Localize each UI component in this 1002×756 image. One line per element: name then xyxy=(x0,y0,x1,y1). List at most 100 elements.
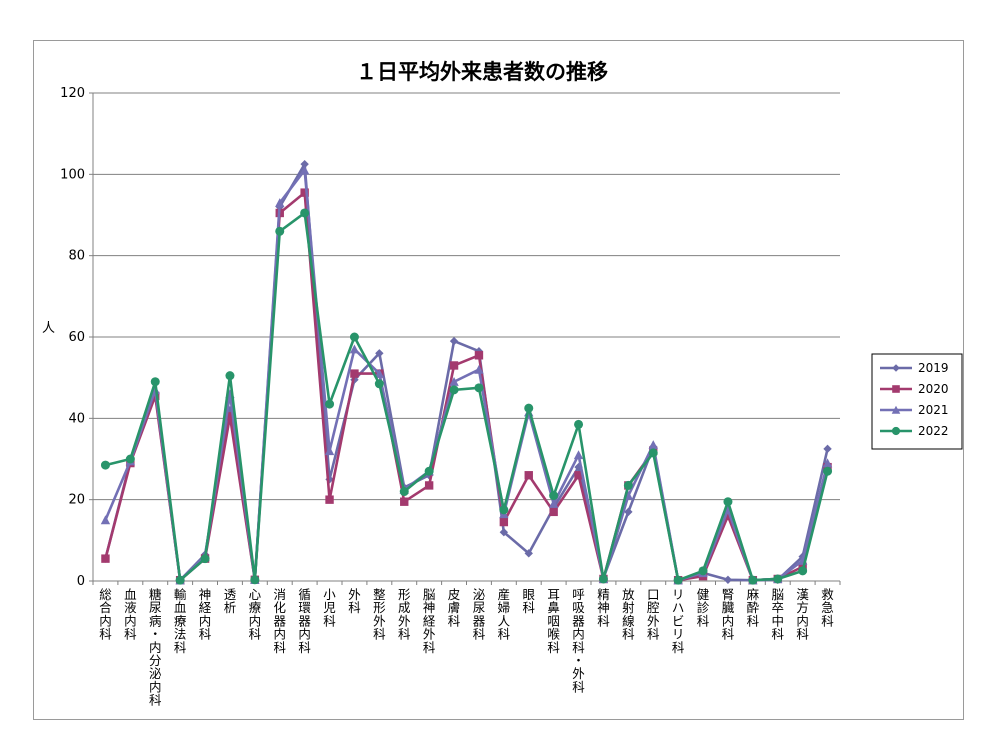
category-label: 心療内科 xyxy=(249,587,262,642)
category-label: 形成外科 xyxy=(398,587,411,642)
chart-frame: １日平均外来患者数の推移 人 0 20 40 60 80 100 120 総合内科 血液内科糖… xyxy=(33,40,964,720)
data-point xyxy=(823,466,833,476)
y-tick-label: 100 xyxy=(60,167,85,182)
category-label: 輸血療法科 xyxy=(174,587,187,655)
data-point xyxy=(449,336,459,346)
category-label: 眼科 xyxy=(522,587,535,615)
data-point xyxy=(424,481,434,490)
category-label: 産婦人科 xyxy=(498,587,511,642)
category-label: 糖尿病・内分泌内科 xyxy=(149,587,162,708)
data-point xyxy=(524,403,534,413)
data-point xyxy=(892,364,900,372)
data-point xyxy=(150,377,160,387)
data-point xyxy=(300,159,309,169)
category-label: 整形外科 xyxy=(373,587,386,642)
legend-box xyxy=(871,353,963,450)
category-label: 漢方内科 xyxy=(796,587,809,642)
category-label: 救急科 xyxy=(821,587,834,628)
data-point xyxy=(598,574,608,584)
data-point xyxy=(175,575,185,585)
category-label: 健診科 xyxy=(697,587,710,628)
data-point xyxy=(100,515,111,525)
data-point xyxy=(822,458,833,468)
data-point xyxy=(723,511,733,521)
series-line xyxy=(104,168,829,582)
data-point xyxy=(723,497,733,507)
category-label: 脳神経外科 xyxy=(423,587,436,655)
axes xyxy=(89,92,841,585)
data-point xyxy=(698,566,708,576)
data-point xyxy=(823,444,832,454)
category-label: 麻酔科 xyxy=(747,587,760,628)
data-point xyxy=(574,462,583,472)
legend-label: 2021 xyxy=(918,403,949,417)
data-point xyxy=(424,466,434,476)
data-point xyxy=(300,208,310,218)
data-point xyxy=(101,554,110,563)
data-point xyxy=(225,371,235,381)
data-point xyxy=(374,368,385,378)
data-point xyxy=(723,575,733,584)
data-point xyxy=(299,165,310,175)
y-tick-label: 0 xyxy=(77,574,85,589)
data-point xyxy=(375,349,384,358)
category-label: 耳鼻咽喉科 xyxy=(547,587,560,655)
data-point xyxy=(623,480,633,490)
data-point xyxy=(524,549,533,558)
category-label: 腎臓内科 xyxy=(722,587,735,642)
data-point xyxy=(573,450,584,460)
data-point xyxy=(773,574,783,584)
data-point xyxy=(100,460,110,470)
data-point xyxy=(748,575,758,585)
data-point xyxy=(374,379,384,389)
category-label: 精神科 xyxy=(597,587,610,628)
data-point xyxy=(349,344,360,354)
legend-label: 2022 xyxy=(918,424,949,438)
y-tick-labels: 0 20 40 60 80 100 120 xyxy=(60,86,85,589)
data-point xyxy=(200,554,210,564)
series-line xyxy=(104,162,829,582)
data-point xyxy=(400,497,409,506)
category-label: 消化器内科 xyxy=(273,587,286,655)
category-label: 皮膚科 xyxy=(448,587,461,628)
data-point xyxy=(673,575,683,585)
legend-label: 2019 xyxy=(918,361,949,375)
series-lines xyxy=(100,159,833,585)
data-point xyxy=(399,487,409,497)
category-label: 口腔外科 xyxy=(647,587,660,642)
series-line xyxy=(104,191,829,582)
data-point xyxy=(474,383,484,393)
legend-item: 2022 xyxy=(880,424,949,438)
data-point xyxy=(449,377,459,386)
data-point xyxy=(449,385,459,395)
y-tick-label: 60 xyxy=(68,330,85,345)
data-point xyxy=(524,471,533,480)
data-point xyxy=(449,361,459,370)
data-point xyxy=(891,405,901,414)
data-point xyxy=(349,332,359,342)
category-label: 呼吸器内科・外科 xyxy=(572,587,585,694)
y-tick-label: 80 xyxy=(68,249,85,264)
legend-label: 2020 xyxy=(918,382,949,396)
y-axis-label: 人 xyxy=(42,321,55,336)
category-label: 総合内科 xyxy=(99,587,112,642)
data-point xyxy=(275,226,285,236)
data-point xyxy=(325,495,334,504)
data-point xyxy=(549,491,559,501)
category-label: 放射線科 xyxy=(622,587,635,642)
y-tick-label: 20 xyxy=(68,493,85,508)
data-point xyxy=(225,412,235,421)
y-tick-label: 120 xyxy=(60,86,85,101)
category-label: 小児科 xyxy=(323,587,336,628)
legend-item: 2019 xyxy=(880,361,949,375)
data-point xyxy=(250,575,260,585)
gridlines xyxy=(93,92,840,501)
data-point xyxy=(549,507,558,517)
data-point xyxy=(324,446,335,456)
data-point xyxy=(892,385,900,393)
data-point xyxy=(350,369,359,378)
data-point xyxy=(648,448,658,458)
category-label: 脳卒中科 xyxy=(771,587,784,642)
data-point xyxy=(798,566,808,576)
category-label: 透析 xyxy=(224,587,237,615)
